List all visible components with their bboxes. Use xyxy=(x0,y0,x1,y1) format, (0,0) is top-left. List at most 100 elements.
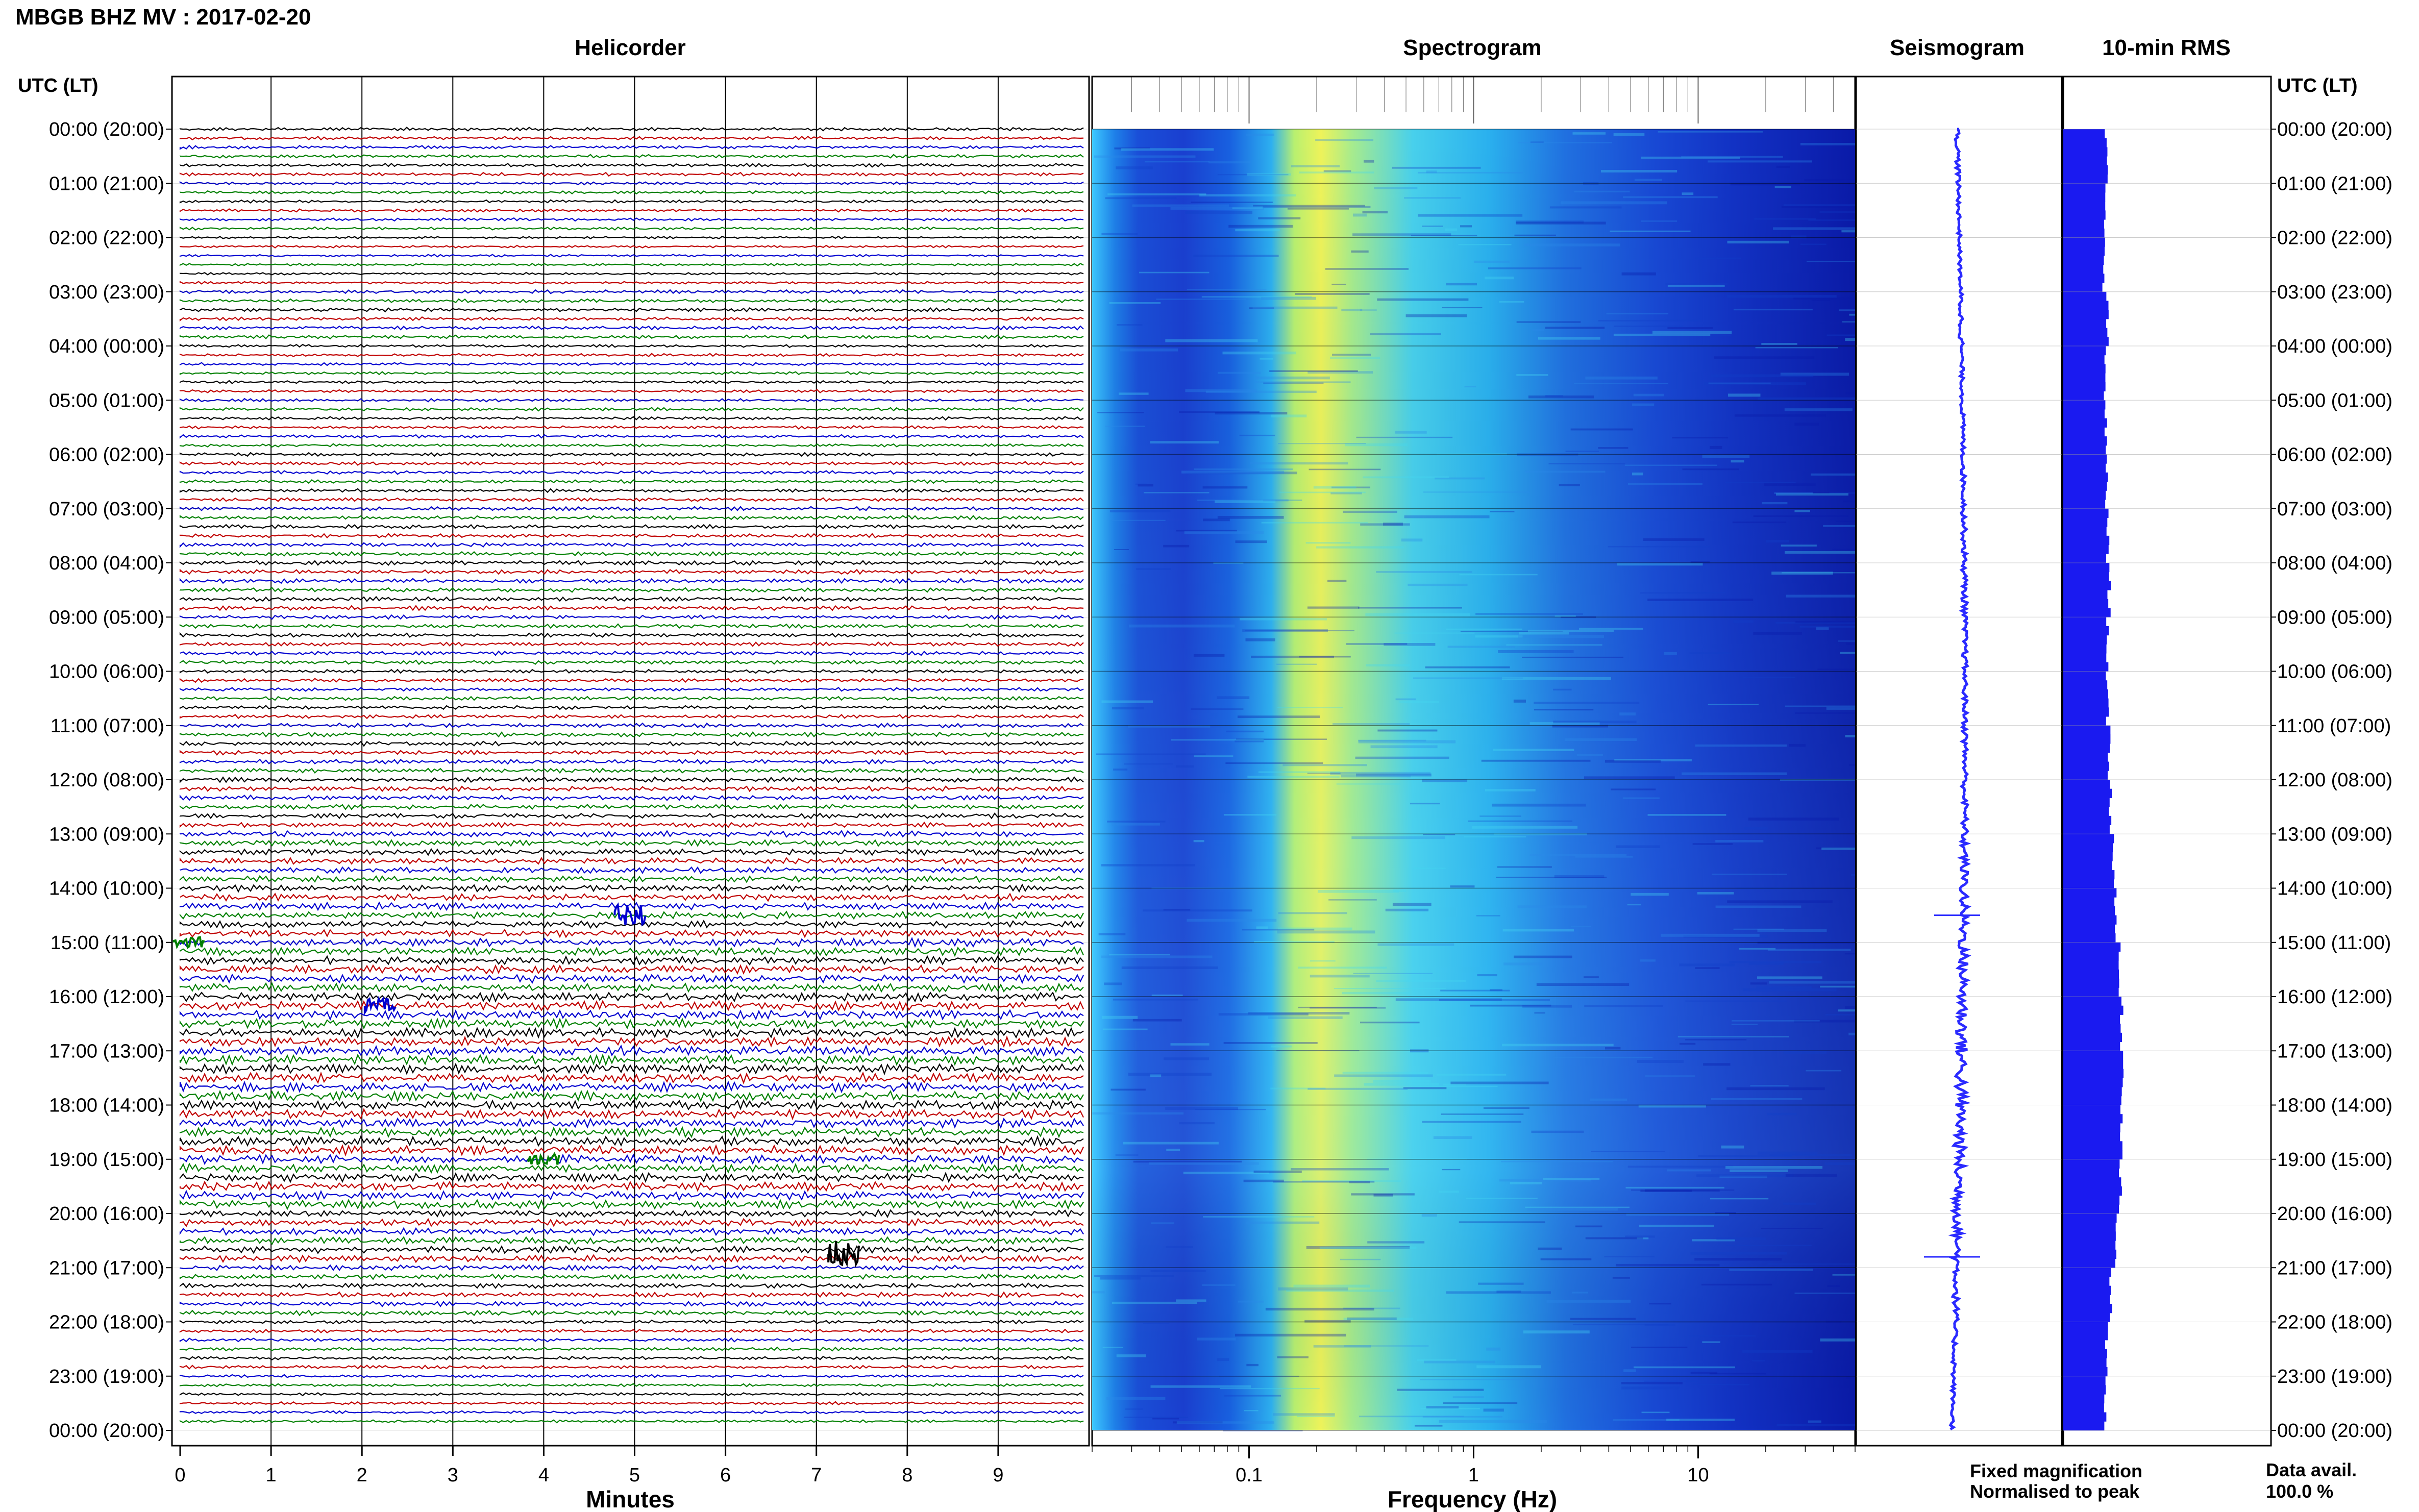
spectrogram-texture xyxy=(1423,834,1455,835)
spectrogram-texture xyxy=(1584,776,1675,780)
rms-bar xyxy=(2063,427,2105,437)
rms-bar xyxy=(2063,1331,2108,1341)
spectrogram-texture xyxy=(1143,909,1252,912)
spectrogram-texture xyxy=(1795,621,1855,624)
spectrogram-texture xyxy=(1479,815,1521,817)
helicorder-trace xyxy=(179,1346,1084,1352)
spectrogram-texture xyxy=(1254,940,1335,944)
spectrogram-texture xyxy=(1496,1291,1521,1293)
spectrogram-texture xyxy=(1848,1032,1855,1035)
spectrogram-texture xyxy=(1410,803,1440,805)
spectrogram-texture xyxy=(1731,460,1744,463)
frequency-axis-label: Frequency (Hz) xyxy=(1388,1486,1557,1512)
spectrogram-texture xyxy=(1622,196,1718,199)
rms-bar xyxy=(2063,1376,2106,1385)
helicorder-trace xyxy=(179,416,1084,421)
spectrogram-texture xyxy=(1584,1005,1663,1007)
spectrogram-texture xyxy=(1106,1397,1166,1400)
spectrogram-texture xyxy=(1094,155,1196,158)
spectrogram-texture xyxy=(1112,707,1144,710)
spectrogram-texture xyxy=(1357,607,1462,609)
spectrogram-texture xyxy=(1176,1299,1206,1302)
spectrogram-texture xyxy=(1784,408,1853,411)
spectrogram-texture xyxy=(1113,769,1128,771)
rms-bar xyxy=(2063,897,2115,907)
spectrogram-texture xyxy=(1171,739,1264,741)
spectrogram-texture xyxy=(1139,271,1210,274)
spectrogram-texture xyxy=(1458,244,1512,245)
spectrogram-texture xyxy=(1757,941,1855,944)
spectrogram-texture xyxy=(1282,764,1367,766)
spectrogram-texture xyxy=(1845,338,1855,341)
spectrogram-texture xyxy=(1739,948,1776,950)
spectrogram-texture xyxy=(1129,624,1235,628)
rms-bar xyxy=(2063,1241,2116,1250)
spectrogram-texture xyxy=(1304,1320,1351,1323)
spectrogram-texture xyxy=(1709,1373,1766,1375)
spectrogram-texture xyxy=(1667,327,1713,330)
spectrogram-texture xyxy=(1695,257,1741,259)
spectrogram-texture xyxy=(1695,744,1787,747)
spectrogram-overlay xyxy=(1092,129,1855,1430)
spectrogram-texture xyxy=(1345,443,1408,447)
frequency-tick-label: 1 xyxy=(1468,1465,1479,1486)
rms-bar xyxy=(2063,572,2109,581)
spectrogram-texture xyxy=(1752,1360,1765,1361)
spectrogram-texture xyxy=(1712,874,1787,875)
spectrogram-texture xyxy=(1203,1216,1315,1218)
spectrogram-texture xyxy=(1105,426,1145,428)
spectrogram-texture xyxy=(1261,296,1317,300)
rms-bar xyxy=(2063,174,2108,184)
spectrogram-texture xyxy=(1365,613,1470,616)
spectrogram-texture xyxy=(1518,142,1612,143)
spectrogram-texture xyxy=(1242,629,1328,632)
spectrogram-texture xyxy=(1399,701,1440,703)
spectrogram-texture xyxy=(1518,635,1605,638)
time-label: 16:00 (12:00) xyxy=(2277,986,2392,1008)
rms-bar xyxy=(2063,1024,2121,1033)
spectrogram-texture xyxy=(1395,698,1416,701)
spectrogram-texture xyxy=(1179,1122,1215,1125)
spectrogram-texture xyxy=(1310,1007,1386,1009)
spectrogram-texture xyxy=(1543,1178,1600,1180)
spectrogram-texture xyxy=(1685,1000,1787,1002)
helicorder-trace xyxy=(179,623,1084,629)
spectrogram-texture xyxy=(1794,1020,1855,1023)
helicorder-trace xyxy=(179,1245,1084,1254)
helicorder-trace xyxy=(179,1273,1084,1280)
spectrogram-texture xyxy=(1446,283,1477,286)
spectrogram-texture xyxy=(1733,620,1754,623)
spectrogram-texture xyxy=(1529,722,1600,725)
spectrogram-texture xyxy=(1755,347,1838,349)
helicorder-trace xyxy=(179,749,1084,756)
time-label: 08:00 (04:00) xyxy=(2277,553,2392,574)
minute-tick-label: 1 xyxy=(266,1465,277,1486)
rms-bar xyxy=(2063,689,2108,699)
spectrogram-texture xyxy=(1447,646,1515,648)
helicorder-trace xyxy=(179,325,1084,331)
spectrogram-texture xyxy=(1782,572,1855,574)
helicorder-trace xyxy=(179,154,1084,159)
spectrogram-texture xyxy=(1223,1430,1303,1432)
helicorder-trace xyxy=(179,1009,1084,1021)
spectrogram-texture xyxy=(1344,1345,1429,1347)
spectrogram-texture xyxy=(1640,592,1726,594)
spectrogram-texture xyxy=(1123,1142,1219,1145)
helicorder-trace xyxy=(179,181,1084,186)
spectrogram-texture xyxy=(1585,376,1658,380)
rms-bar xyxy=(2063,436,2107,446)
rms-bar xyxy=(2063,842,2113,853)
spectrogram-texture xyxy=(1846,642,1855,645)
spectrogram-texture xyxy=(1600,170,1677,172)
spectrogram-texture xyxy=(1401,538,1423,542)
spectrogram-texture xyxy=(1838,1009,1855,1012)
spectrogram-texture xyxy=(1538,1247,1562,1250)
rms-bar xyxy=(2063,834,2114,844)
rms-bar xyxy=(2063,915,2117,925)
spectrogram-texture xyxy=(1166,1246,1193,1248)
helicorder-trace xyxy=(179,641,1084,647)
time-label: 17:00 (13:00) xyxy=(2277,1040,2392,1062)
spectrogram-texture xyxy=(1652,335,1731,336)
helicorder-trace xyxy=(179,578,1084,584)
spectrogram-texture xyxy=(1576,754,1603,756)
